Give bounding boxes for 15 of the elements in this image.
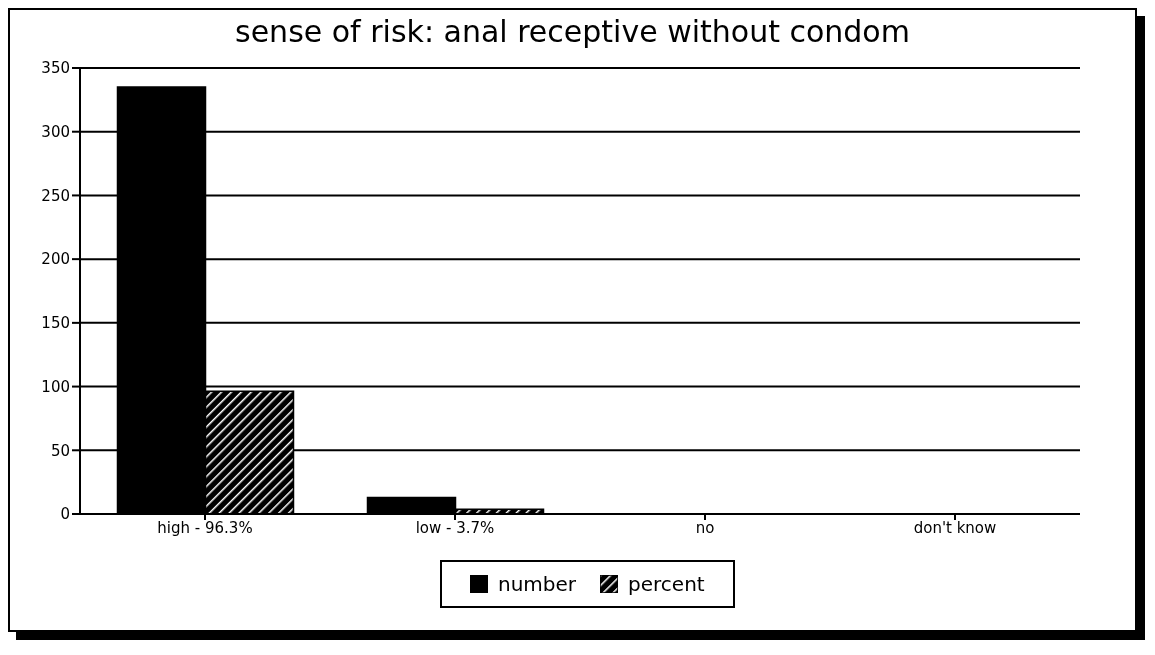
y-tick-label: 100 [41, 377, 70, 396]
legend-label: percent [627, 572, 705, 596]
y-tick-label: 50 [50, 441, 70, 460]
y-tick-label: 300 [41, 123, 70, 142]
y-tick-label: 250 [41, 186, 70, 205]
y-tick-label: 0 [60, 505, 70, 524]
chart-title: sense of risk: anal receptive without condom [234, 14, 911, 51]
legend-label: number [497, 572, 577, 596]
x-tick-label: no [695, 518, 715, 537]
y-tick-label: 350 [41, 59, 70, 78]
x-tick-label: low - 3.7% [415, 518, 495, 537]
x-tick-label: don't know [913, 518, 997, 537]
y-tick-label: 150 [41, 314, 70, 333]
y-tick-label: 200 [41, 250, 70, 269]
x-tick-label: high - 96.3% [157, 518, 253, 537]
